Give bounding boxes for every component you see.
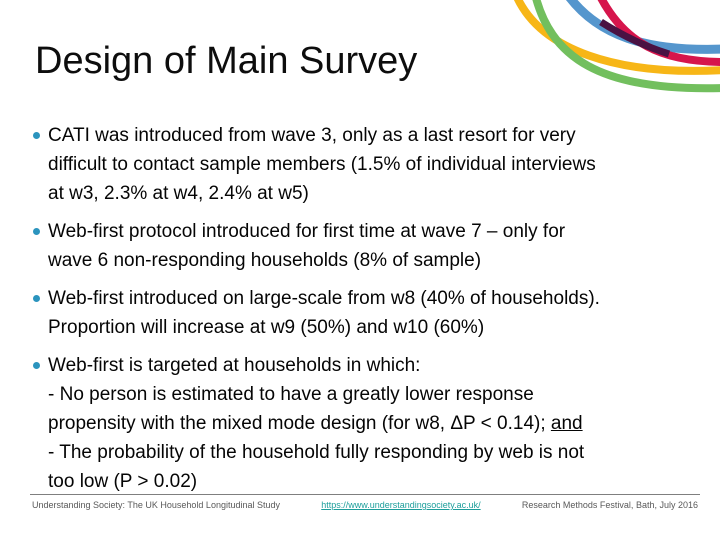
swoosh-overlap-segment bbox=[599, 19, 671, 58]
slide-title: Design of Main Survey bbox=[35, 40, 418, 82]
bullet-text: CATI was introduced from wave 3, only as… bbox=[48, 121, 596, 208]
bullet-dot-icon bbox=[33, 295, 40, 302]
footer-website-link[interactable]: https://www.understandingsociety.ac.uk/ bbox=[321, 500, 481, 510]
bullet-item-targeting: Web-first is targeted at households in w… bbox=[30, 351, 698, 496]
swoosh-green-curve bbox=[532, 0, 720, 93]
bullet-line: Web-first protocol introduced for first … bbox=[48, 221, 566, 242]
footer-event-label: Research Methods Festival, Bath, July 20… bbox=[521, 500, 698, 510]
bullet-item-cati: CATI was introduced from wave 3, only as… bbox=[30, 121, 698, 208]
bullet-line: too low (P > 0.02) bbox=[48, 471, 198, 492]
bullet-line: CATI was introduced from wave 3, only as… bbox=[48, 125, 576, 146]
bullet-line: - No person is estimated to have a great… bbox=[48, 384, 534, 405]
bullet-line: Proportion will increase at w9 (50%) and… bbox=[48, 317, 485, 338]
bullet-item-large-scale: Web-first introduced on large-scale from… bbox=[30, 284, 698, 342]
bullet-dot-icon bbox=[33, 362, 40, 369]
bullet-line-text: propensity with the mixed mode design (f… bbox=[48, 413, 551, 434]
bullet-line: - The probability of the household fully… bbox=[48, 442, 585, 463]
bullet-line: Web-first is targeted at households in w… bbox=[48, 355, 421, 376]
bullet-line: Web-first introduced on large-scale from… bbox=[48, 288, 600, 309]
footer-divider bbox=[30, 494, 700, 495]
bullet-dot-icon bbox=[33, 228, 40, 235]
footer: Understanding Society: The UK Household … bbox=[32, 499, 698, 512]
bullet-dot-icon bbox=[33, 132, 40, 139]
swoosh-yellow-curve bbox=[514, 0, 720, 75]
bullet-line: propensity with the mixed mode design (f… bbox=[48, 409, 584, 438]
bullet-list: CATI was introduced from wave 3, only as… bbox=[30, 121, 698, 505]
underlined-word: and bbox=[550, 413, 583, 434]
decorative-swoosh bbox=[514, 0, 720, 93]
footer-study-label: Understanding Society: The UK Household … bbox=[32, 500, 280, 510]
bullet-line: wave 6 non-responding households (8% of … bbox=[48, 250, 482, 271]
bullet-line: at w3, 2.3% at w4, 2.4% at w5) bbox=[48, 183, 309, 204]
bullet-line: difficult to contact sample members (1.5… bbox=[48, 154, 596, 175]
bullet-item-web-first-protocol: Web-first protocol introduced for first … bbox=[30, 217, 698, 275]
bullet-text: Web-first introduced on large-scale from… bbox=[48, 284, 600, 342]
bullet-text: Web-first is targeted at households in w… bbox=[48, 351, 584, 496]
bullet-text: Web-first protocol introduced for first … bbox=[48, 217, 565, 275]
